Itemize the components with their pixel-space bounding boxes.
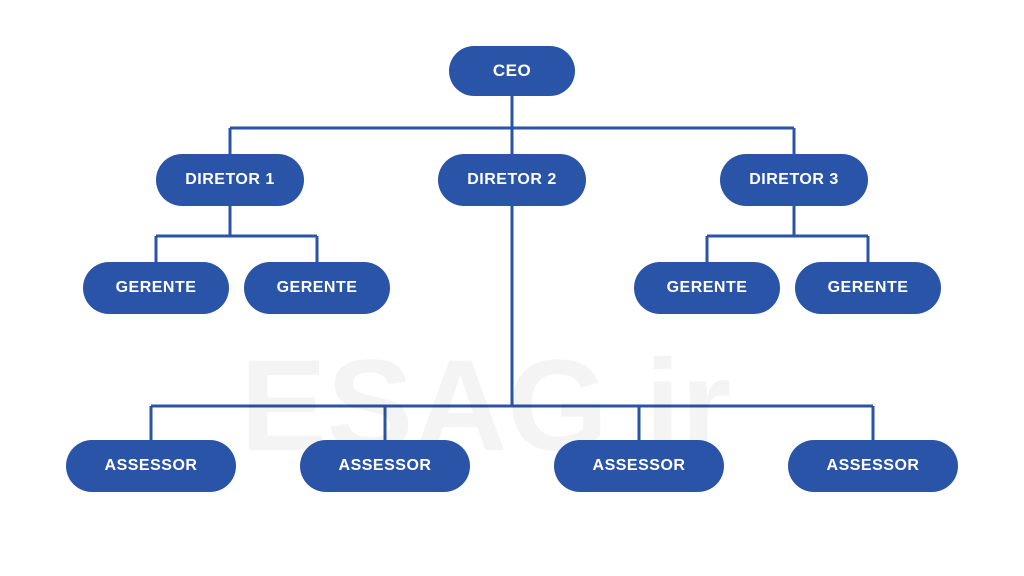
- org-node-d1: DIRETOR 1: [156, 154, 304, 206]
- org-node-g1: GERENTE: [83, 262, 229, 314]
- org-node-ceo: CEO: [449, 46, 575, 96]
- org-node-a3: ASSESSOR: [554, 440, 724, 492]
- org-node-g4: GERENTE: [795, 262, 941, 314]
- org-node-a1: ASSESSOR: [66, 440, 236, 492]
- org-node-g3: GERENTE: [634, 262, 780, 314]
- org-node-d2: DIRETOR 2: [438, 154, 586, 206]
- org-node-a2: ASSESSOR: [300, 440, 470, 492]
- org-node-g2: GERENTE: [244, 262, 390, 314]
- org-node-a4: ASSESSOR: [788, 440, 958, 492]
- org-node-d3: DIRETOR 3: [720, 154, 868, 206]
